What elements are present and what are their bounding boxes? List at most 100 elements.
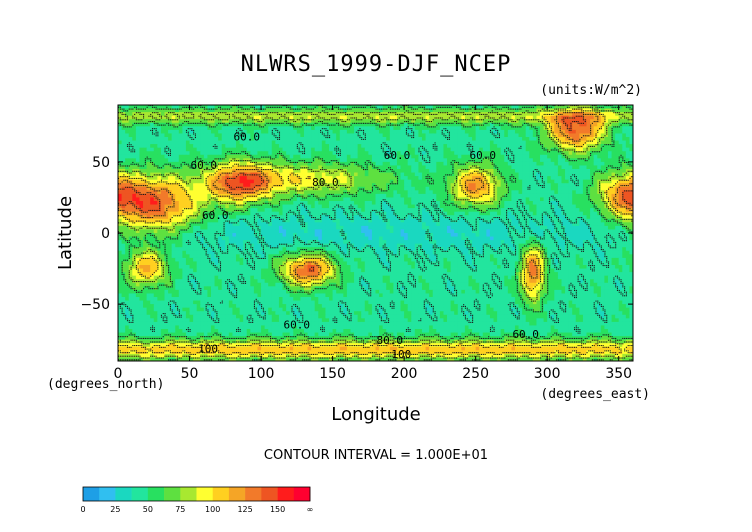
- heatmap-cell: [350, 201, 355, 205]
- heatmap-cell: [189, 172, 194, 177]
- heatmap-cell: [182, 144, 187, 149]
- heatmap-cell: [540, 172, 544, 177]
- heatmap-cell: [547, 165, 552, 170]
- heatmap-cell: [157, 176, 162, 181]
- heatmap-cell: [622, 208, 627, 213]
- heatmap-cell: [160, 169, 165, 173]
- heatmap-cell: [382, 144, 387, 149]
- heatmap-cell: [289, 112, 294, 117]
- heatmap-cell: [135, 133, 140, 138]
- heatmap-cell: [368, 186, 373, 191]
- heatmap-cell: [368, 197, 373, 202]
- heatmap-cell: [615, 158, 620, 163]
- heatmap-cell: [264, 225, 269, 230]
- heatmap-cell: [325, 154, 330, 159]
- heatmap-cell: [607, 183, 612, 188]
- heatmap-cell: [135, 204, 140, 209]
- heatmap-cell: [325, 208, 330, 213]
- heatmap-cell: [243, 115, 248, 120]
- heatmap-cell: [146, 105, 151, 109]
- heatmap-cell: [218, 151, 223, 156]
- heatmap-cell: [228, 119, 233, 124]
- heatmap-cell: [461, 137, 466, 141]
- heatmap-cell: [196, 137, 201, 141]
- heatmap-cell: [314, 165, 319, 170]
- heatmap-cell: [507, 179, 512, 184]
- heatmap-cell: [271, 208, 276, 213]
- heatmap-cell: [168, 126, 173, 131]
- heatmap-cell: [622, 151, 627, 156]
- heatmap-cell: [454, 211, 459, 216]
- heatmap-cell: [207, 154, 212, 159]
- heatmap-cell: [557, 211, 562, 216]
- heatmap-cell: [143, 176, 148, 181]
- heatmap-cell: [182, 176, 187, 181]
- heatmap-cell: [346, 151, 351, 156]
- heatmap-cell: [196, 133, 201, 138]
- heatmap-cell: [307, 126, 312, 131]
- heatmap-cell: [278, 208, 283, 213]
- heatmap-cell: [218, 122, 223, 127]
- heatmap-cell: [540, 186, 544, 191]
- heatmap-cell: [178, 169, 183, 173]
- heatmap-cell: [461, 129, 466, 134]
- heatmap-cell: [400, 179, 405, 184]
- heatmap-cell: [325, 186, 330, 191]
- heatmap-cell: [540, 105, 544, 109]
- heatmap-cell: [375, 225, 380, 230]
- heatmap-cell: [432, 151, 437, 156]
- heatmap-cell: [464, 165, 469, 170]
- heatmap-cell: [371, 140, 376, 145]
- heatmap-cell: [246, 108, 251, 113]
- heatmap-cell: [232, 129, 237, 134]
- heatmap-cell: [404, 218, 409, 223]
- heatmap-cell: [214, 218, 219, 223]
- heatmap-cell: [271, 137, 276, 141]
- heatmap-cell: [407, 208, 412, 213]
- heatmap-cell: [461, 119, 466, 124]
- heatmap-cell: [143, 126, 148, 131]
- heatmap-cell: [525, 208, 530, 213]
- heatmap-cell: [511, 222, 516, 227]
- heatmap-cell: [514, 183, 519, 188]
- heatmap-cell: [375, 129, 380, 134]
- heatmap-cell: [518, 122, 523, 127]
- heatmap-cell: [164, 215, 169, 220]
- heatmap-cell: [547, 176, 552, 181]
- heatmap-cell: [196, 115, 201, 120]
- heatmap-cell: [511, 133, 516, 138]
- heatmap-cell: [339, 105, 344, 109]
- heatmap-cell: [164, 158, 169, 163]
- heatmap-cell: [164, 222, 169, 227]
- heatmap-cell: [350, 151, 355, 156]
- heatmap-cell: [497, 165, 502, 170]
- heatmap-cell: [457, 172, 462, 177]
- heatmap-cell: [532, 179, 537, 184]
- heatmap-cell: [257, 126, 262, 131]
- heatmap-cell: [307, 201, 312, 205]
- heatmap-cell: [157, 140, 162, 145]
- heatmap-cell: [289, 215, 294, 220]
- heatmap-cell: [429, 225, 434, 230]
- heatmap-cell: [354, 225, 359, 230]
- heatmap-cell: [532, 147, 537, 152]
- heatmap-cell: [128, 215, 133, 220]
- heatmap-cell: [439, 169, 444, 173]
- heatmap-cell: [532, 112, 537, 117]
- heatmap-cell: [389, 172, 394, 177]
- heatmap-cell: [493, 154, 498, 159]
- heatmap-cell: [379, 193, 384, 198]
- heatmap-cell: [296, 122, 301, 127]
- heatmap-cell: [421, 183, 426, 188]
- heatmap-cell: [178, 105, 183, 109]
- heatmap-cell: [135, 122, 140, 127]
- heatmap-cell: [321, 144, 326, 149]
- heatmap-cell: [611, 172, 616, 177]
- heatmap-cell: [135, 137, 140, 141]
- heatmap-cell: [357, 140, 362, 145]
- heatmap-cell: [493, 122, 498, 127]
- heatmap-cell: [514, 186, 519, 191]
- heatmap-cell: [493, 161, 498, 166]
- heatmap-cell: [486, 108, 491, 113]
- heatmap-cell: [282, 122, 287, 127]
